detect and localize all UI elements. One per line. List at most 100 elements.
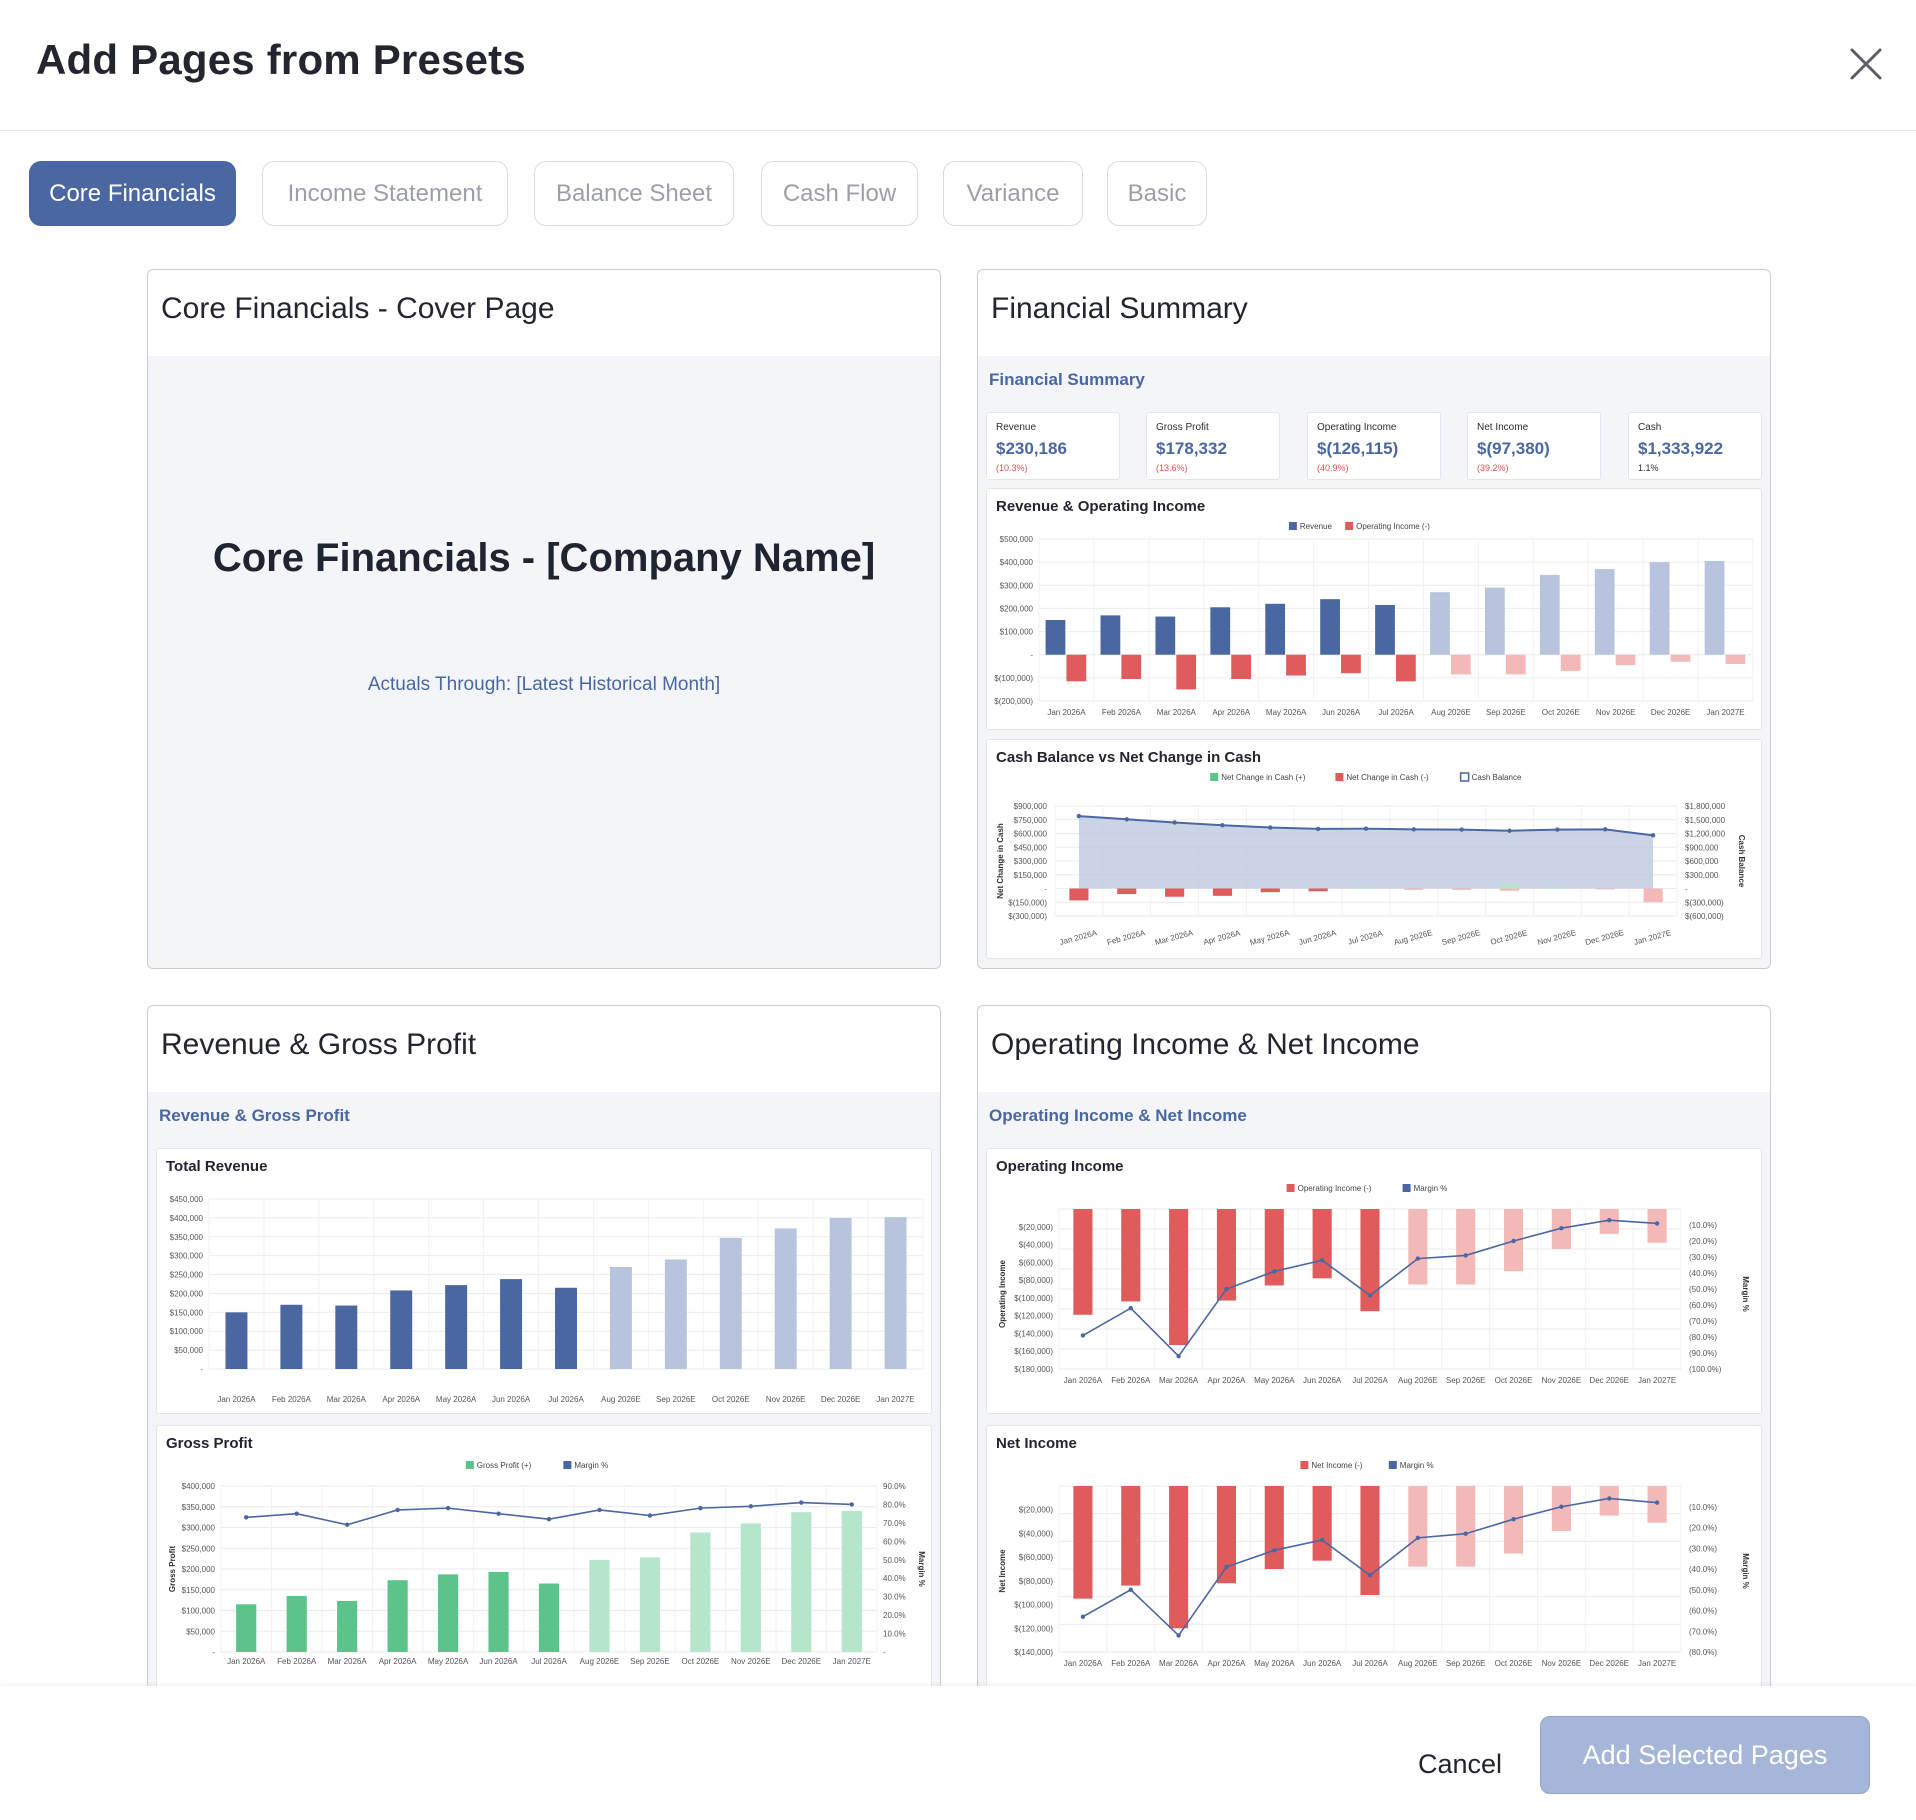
- line-point: [1607, 1496, 1612, 1501]
- line-point: [1319, 1258, 1325, 1263]
- legend-label: Gross Profit (+): [477, 1461, 532, 1470]
- card-preview: Revenue & Gross Profit Total Revenue $45…: [148, 1092, 940, 1686]
- bar: [1066, 654, 1087, 682]
- y-tick-label: (70.0%): [1689, 1317, 1717, 1326]
- legend-label: Margin %: [574, 1461, 608, 1470]
- kpi-value: $230,186: [996, 439, 1067, 458]
- x-tick-label: Jun 2026A: [1303, 1376, 1342, 1385]
- x-tick-label: Jun 2026A: [479, 1657, 518, 1666]
- y-tick-label: $300,000: [1685, 871, 1719, 880]
- x-tick-label: Jul 2026A: [531, 1657, 567, 1666]
- x-tick-label: Jan 2026A: [217, 1395, 256, 1404]
- y-tick-label: $(80,000): [1019, 1577, 1054, 1586]
- cancel-button[interactable]: Cancel: [1417, 1748, 1503, 1779]
- bar: [1456, 1209, 1476, 1285]
- x-tick-label: Dec 2026E: [1651, 708, 1691, 717]
- bar: [1547, 887, 1567, 889]
- legend-label: Net Income (-): [1311, 1461, 1362, 1470]
- preset-card-revenue-gross-profit[interactable]: Revenue & Gross Profit Revenue & Gross P…: [147, 1005, 941, 1686]
- x-tick-label: Apr 2026A: [382, 1395, 420, 1404]
- bar: [1264, 1486, 1284, 1569]
- x-tick-label: Nov 2026E: [1542, 1376, 1582, 1385]
- y-tick-label: $(120,000): [1014, 1624, 1053, 1633]
- line-point: [1220, 823, 1225, 828]
- bar: [1599, 1486, 1619, 1516]
- y-tick-label: $350,000: [170, 1233, 204, 1242]
- tab-variance[interactable]: Variance: [943, 161, 1083, 226]
- close-button[interactable]: [1846, 44, 1886, 84]
- y-tick-label: (30.0%): [1689, 1544, 1717, 1553]
- preset-card-financial-summary[interactable]: Financial Summary Financial Summary Reve…: [977, 269, 1771, 969]
- bar: [1647, 1209, 1667, 1243]
- preset-grid[interactable]: Core Financials - Cover Page Core Financ…: [0, 226, 1916, 1686]
- chart-svg: $(20,000) $(40,000) $(60,000) $(80,000) $(10…: [998, 1184, 1750, 1385]
- x-tick-label: Jan 2027E: [1638, 1376, 1676, 1385]
- legend-swatch: [1210, 773, 1219, 781]
- bar: [609, 1267, 632, 1369]
- x-tick-label: Oct 2026E: [681, 1657, 719, 1666]
- x-tick-label: Aug 2026E: [1431, 708, 1471, 717]
- y-tick-label: $400,000: [170, 1214, 204, 1223]
- legend-label: Net Change in Cash (+): [1221, 773, 1306, 782]
- y-tick-label: $(80,000): [1019, 1276, 1054, 1285]
- y-tick-label: -: [1685, 885, 1688, 894]
- tab-cash-flow[interactable]: Cash Flow: [761, 161, 918, 226]
- line-point: [1607, 1218, 1612, 1223]
- x-tick-label: Oct 2026E: [712, 1395, 750, 1404]
- kpi-change: (13.6%): [1156, 463, 1188, 473]
- card-title: Financial Summary: [991, 292, 1248, 325]
- tab-balance-sheet[interactable]: Balance Sheet: [534, 161, 734, 226]
- x-tick-label: Apr 2026A: [1208, 1659, 1246, 1668]
- margin-line: [246, 1501, 852, 1526]
- legend-swatch: [1288, 522, 1297, 530]
- bar: [335, 1305, 358, 1369]
- preset-card-operating-net-income[interactable]: Operating Income & Net Income Operating …: [977, 1005, 1771, 1686]
- line-point: [1559, 1504, 1564, 1509]
- y-tick-label: $(40,000): [1019, 1529, 1054, 1538]
- line-point: [1128, 1587, 1133, 1592]
- line-point: [1415, 1535, 1421, 1541]
- legend-swatch: [563, 1461, 572, 1469]
- axis-title: Net Change in Cash: [996, 823, 1005, 899]
- x-tick-label: Jan 2026A: [1064, 1659, 1103, 1668]
- chart-operating-income: Operating Income $(20,000) $(40,000) $(60,…: [986, 1148, 1762, 1414]
- tab-core-financials[interactable]: Core Financials: [29, 161, 236, 226]
- bar: [1396, 654, 1416, 682]
- chart-gross-profit: Gross Profit $400,000 $350,000 $300,000 $25…: [156, 1425, 932, 1686]
- bar: [774, 1228, 797, 1369]
- bar: [1704, 560, 1725, 655]
- line-point: [244, 1515, 249, 1520]
- x-tick-label: Feb 2026A: [277, 1657, 317, 1666]
- bar: [1356, 887, 1376, 889]
- kpi-revenue: Revenue $230,186 (10.3%): [986, 412, 1120, 480]
- bar: [225, 1312, 248, 1369]
- preset-card-cover[interactable]: Core Financials - Cover Page Core Financ…: [147, 269, 941, 969]
- y-tick-label: $400,000: [182, 1482, 216, 1491]
- bar: [500, 1279, 523, 1369]
- y-tick-label: $(140,000): [1014, 1329, 1053, 1338]
- kpi-change: (40.9%): [1317, 463, 1349, 473]
- chart-title: Cash Balance vs Net Change in Cash: [996, 749, 1262, 766]
- preview-heading: Operating Income & Net Income: [989, 1106, 1247, 1125]
- line-point: [597, 1507, 602, 1513]
- x-tick-label: Sep 2026E: [1486, 708, 1526, 717]
- tab-basic[interactable]: Basic: [1107, 161, 1207, 226]
- y-tick-label: (10.0%): [1689, 1221, 1717, 1230]
- bar: [1264, 1209, 1284, 1286]
- x-tick-label: Feb 2026A: [1102, 708, 1142, 717]
- add-selected-pages-button[interactable]: Add Selected Pages: [1540, 1716, 1870, 1794]
- y-tick-label: $300,000: [1014, 857, 1048, 866]
- x-tick-label: Jul 2026A: [1378, 708, 1414, 717]
- line-point: [1224, 1286, 1229, 1292]
- bar: [1375, 604, 1395, 655]
- kpi-cash: Cash $1,333,922 1.1%: [1628, 412, 1762, 480]
- bar: [337, 1600, 358, 1652]
- y-tick-label: (40.0%): [1689, 1269, 1717, 1278]
- y-tick-label: 70.0%: [883, 1519, 906, 1528]
- x-tick-label: Jun 2026A: [1303, 1659, 1342, 1668]
- tab-income-statement[interactable]: Income Statement: [262, 161, 508, 226]
- cover-subtext: Actuals Through: [Latest Historical Mont…: [367, 674, 721, 695]
- bar: [791, 1512, 812, 1652]
- y-tick-label: (80.0%): [1689, 1333, 1717, 1342]
- bar: [1505, 654, 1526, 675]
